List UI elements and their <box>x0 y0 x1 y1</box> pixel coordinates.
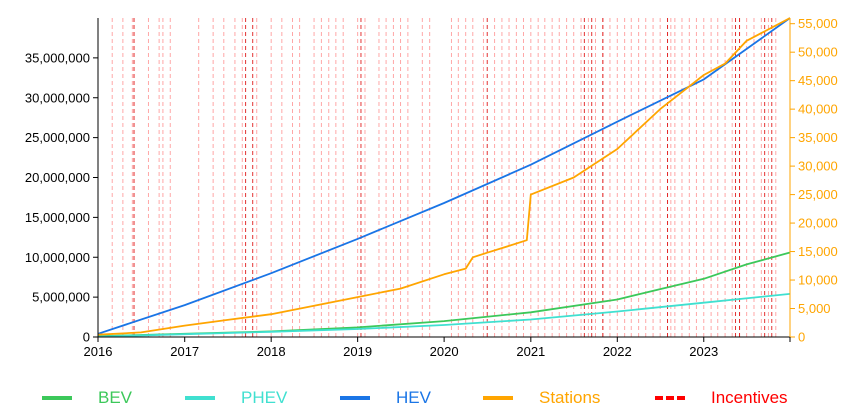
legend-swatch-bev <box>42 396 72 400</box>
series-line-hev <box>97 17 791 335</box>
y-left-tick-label: 25,000,000 <box>25 130 90 145</box>
y-right-tick-label: 25,000 <box>798 187 838 202</box>
x-tick-label: 2017 <box>170 344 199 359</box>
y-right-ticks: 0 5,000 10,000 15,000 20,000 25,000 30,000 35,0… <box>790 16 838 345</box>
series-lines <box>97 17 791 338</box>
series-line-phev <box>97 293 791 338</box>
x-ticks: 2016 2017 2018 2019 2020 2021 2022 2023 <box>84 337 791 359</box>
legend-swatch-stations <box>483 396 513 400</box>
x-tick-label: 2021 <box>516 344 545 359</box>
legend-item-bev[interactable]: BEV <box>42 384 132 412</box>
y-left-tick-label: 15,000,000 <box>25 210 90 225</box>
y-right-tick-label: 55,000 <box>798 16 838 31</box>
x-tick-label: 2019 <box>343 344 372 359</box>
legend-label-stations: Stations <box>539 388 601 407</box>
axes <box>97 18 791 338</box>
y-right-tick-label: 20,000 <box>798 216 838 231</box>
y-left-tick-label: 0 <box>83 330 90 345</box>
legend-swatch-incentives <box>655 396 685 400</box>
legend-item-hev[interactable]: HEV <box>340 384 431 412</box>
legend-item-phev[interactable]: PHEV <box>185 384 287 412</box>
y-left-tick-label: 30,000,000 <box>25 90 90 105</box>
y-left-tick-label: 35,000,000 <box>25 50 90 65</box>
x-tick-label: 2016 <box>84 344 113 359</box>
legend-label-hev: HEV <box>396 388 431 407</box>
legend: BEV PHEV HEV Stations Incentives <box>0 384 855 412</box>
incentive-lines <box>111 18 777 337</box>
y-right-tick-label: 45,000 <box>798 73 838 88</box>
chart-svg: 0 5,000,000 10,000,000 15,000,000 20,000,000… <box>25 16 838 359</box>
y-left-tick-label: 10,000,000 <box>25 250 90 265</box>
y-right-tick-label: 50,000 <box>798 45 838 60</box>
y-right-tick-label: 10,000 <box>798 273 838 288</box>
y-right-tick-label: 5,000 <box>798 301 831 316</box>
legend-swatch-hev <box>340 396 370 400</box>
x-tick-label: 2018 <box>257 344 286 359</box>
y-left-ticks: 0 5,000,000 10,000,000 15,000,000 20,000,000… <box>25 50 98 345</box>
y-left-tick-label: 20,000,000 <box>25 170 90 185</box>
y-left-tick-label: 5,000,000 <box>32 290 90 305</box>
y-right-tick-label: 15,000 <box>798 244 838 259</box>
legend-label-bev: BEV <box>98 388 133 407</box>
legend-item-incentives[interactable]: Incentives <box>655 384 788 412</box>
y-right-tick-label: 40,000 <box>798 102 838 117</box>
y-right-tick-label: 35,000 <box>798 130 838 145</box>
x-tick-label: 2023 <box>689 344 718 359</box>
y-right-tick-label: 0 <box>798 330 805 345</box>
x-tick-label: 2022 <box>603 344 632 359</box>
series-line-stations <box>97 17 791 336</box>
x-tick-label: 2020 <box>430 344 459 359</box>
legend-swatch-phev <box>185 396 215 400</box>
legend-label-phev: PHEV <box>241 388 288 407</box>
legend-label-incentives: Incentives <box>711 388 788 407</box>
y-right-tick-label: 30,000 <box>798 159 838 174</box>
legend-item-stations[interactable]: Stations <box>483 384 600 412</box>
